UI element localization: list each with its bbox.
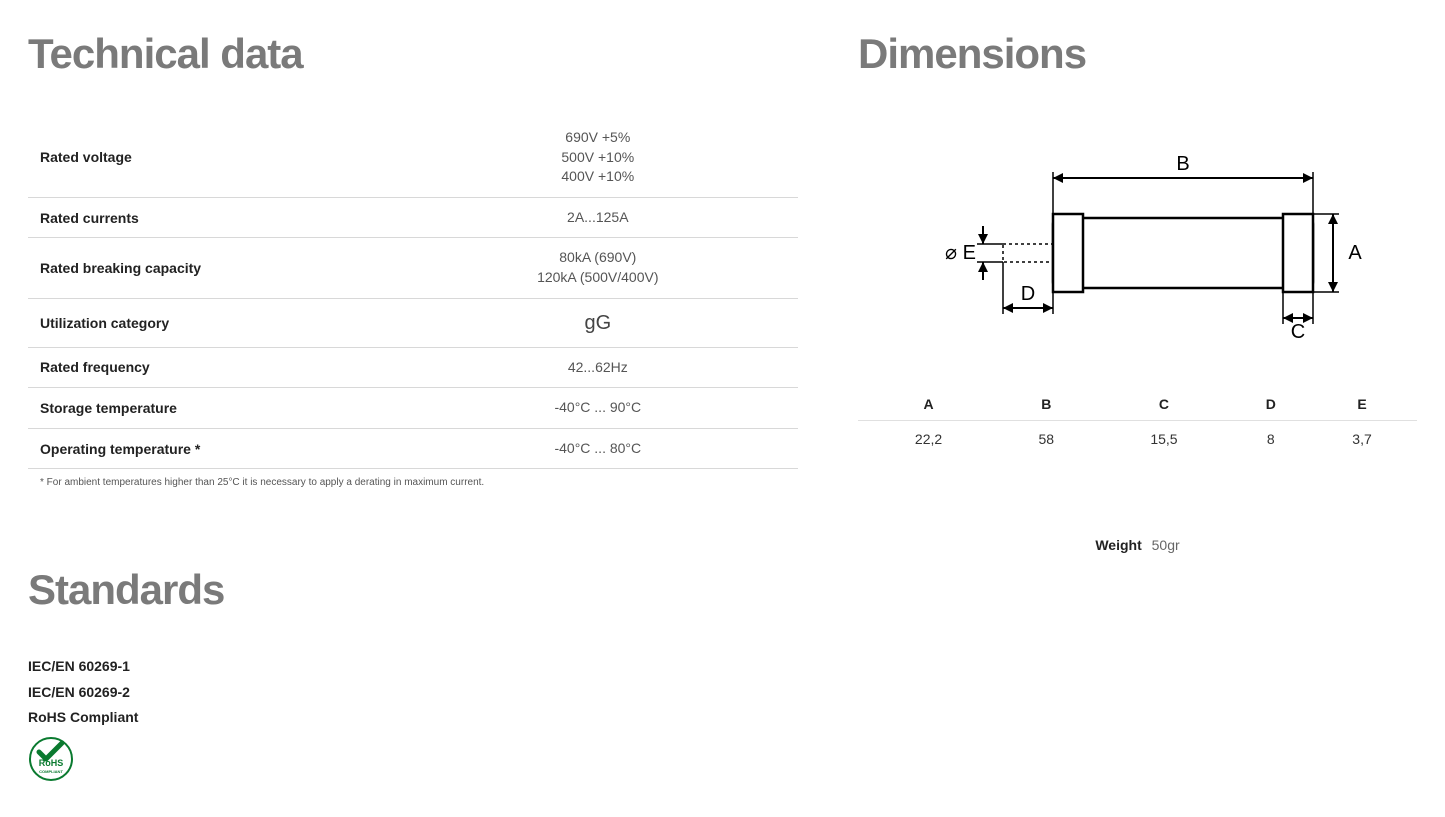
dim-header: C [1093,388,1234,421]
table-row: Utilization categorygG [28,298,798,347]
spec-value: 2A...125A [398,197,798,238]
spec-label: Storage temperature [28,388,398,429]
standards-item: RoHS Compliant [28,705,798,730]
spec-label: Rated voltage [28,118,398,197]
spec-label: Rated frequency [28,347,398,388]
weight-value: 50gr [1152,537,1180,553]
technical-data-heading: Technical data [28,30,798,78]
spec-label: Rated breaking capacity [28,238,398,298]
spec-label: Operating temperature * [28,428,398,469]
weight-label: Weight [1095,537,1141,553]
dim-header: E [1307,388,1417,421]
spec-value: 80kA (690V)120kA (500V/400V) [398,238,798,298]
dim-value: 58 [999,421,1093,458]
table-row: Rated frequency42...62Hz [28,347,798,388]
dim-value: 8 [1235,421,1308,458]
standards-item: IEC/EN 60269-2 [28,680,798,705]
dimensions-diagram: B A C D ⌀ E [858,138,1417,348]
svg-text:RoHS: RoHS [39,758,64,768]
svg-text:⌀ E: ⌀ E [945,242,976,264]
technical-footnote: * For ambient temperatures higher than 2… [28,469,798,496]
dimensions-table: ABCDE 22,25815,583,7 [858,388,1417,457]
svg-text:B: B [1176,153,1189,175]
standards-heading: Standards [28,566,798,614]
svg-text:C: C [1290,321,1304,343]
rohs-compliant-icon: RoHS COMPLIANT [28,736,798,787]
standards-item: IEC/EN 60269-1 [28,654,798,679]
table-row: Rated currents2A...125A [28,197,798,238]
spec-value: -40°C ... 80°C [398,428,798,469]
dim-value: 15,5 [1093,421,1234,458]
spec-value: gG [398,298,798,347]
standards-list: IEC/EN 60269-1IEC/EN 60269-2RoHS Complia… [28,654,798,730]
svg-text:D: D [1020,283,1034,305]
dim-header: A [858,388,999,421]
table-row: Rated breaking capacity80kA (690V)120kA … [28,238,798,298]
table-row: Operating temperature *-40°C ... 80°C [28,428,798,469]
spec-label: Utilization category [28,298,398,347]
weight-row: Weight 50gr [858,537,1417,553]
spec-label: Rated currents [28,197,398,238]
spec-value: -40°C ... 90°C [398,388,798,429]
technical-data-table: Rated voltage690V +5%500V +10%400V +10%R… [28,118,798,469]
dim-value: 3,7 [1307,421,1417,458]
dim-header: B [999,388,1093,421]
dim-value: 22,2 [858,421,999,458]
svg-text:A: A [1348,242,1362,264]
spec-value: 42...62Hz [398,347,798,388]
spec-value: 690V +5%500V +10%400V +10% [398,118,798,197]
svg-text:COMPLIANT: COMPLIANT [39,769,63,774]
table-row: Storage temperature-40°C ... 90°C [28,388,798,429]
dim-header: D [1235,388,1308,421]
dimensions-heading: Dimensions [858,30,1417,78]
table-row: Rated voltage690V +5%500V +10%400V +10% [28,118,798,197]
